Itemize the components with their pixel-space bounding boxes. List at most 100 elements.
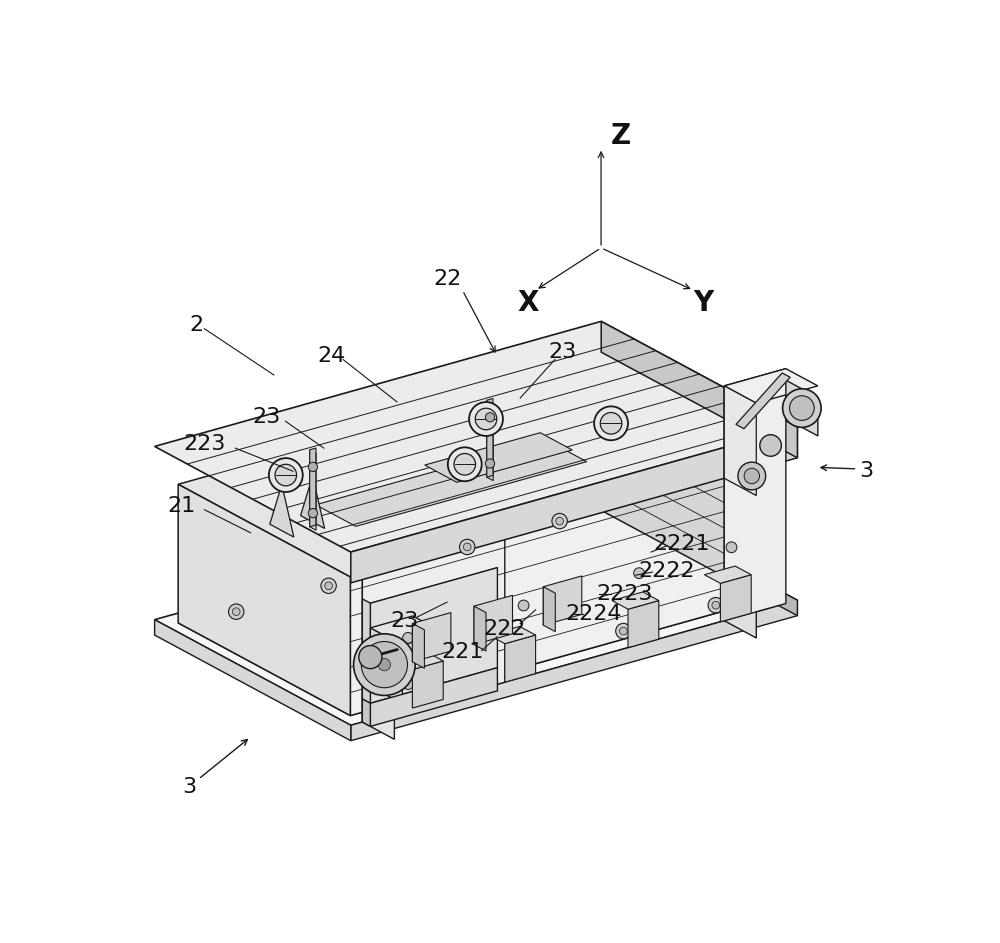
Polygon shape (601, 322, 797, 457)
Text: 2222: 2222 (638, 561, 695, 581)
Circle shape (518, 646, 529, 657)
Polygon shape (612, 592, 659, 609)
Polygon shape (425, 433, 572, 482)
Text: 221: 221 (441, 642, 484, 662)
Circle shape (634, 614, 644, 625)
Text: 2223: 2223 (596, 585, 652, 604)
Circle shape (448, 447, 482, 481)
Circle shape (389, 692, 396, 700)
Polygon shape (370, 668, 497, 726)
Polygon shape (178, 506, 766, 716)
Polygon shape (362, 699, 370, 726)
Polygon shape (370, 568, 497, 703)
Text: 3: 3 (182, 777, 196, 797)
Circle shape (403, 679, 413, 689)
Polygon shape (370, 616, 445, 645)
Circle shape (726, 542, 737, 553)
Polygon shape (301, 476, 325, 528)
Circle shape (378, 658, 391, 670)
Polygon shape (487, 400, 493, 481)
Circle shape (485, 459, 495, 468)
Circle shape (460, 539, 475, 554)
Circle shape (308, 508, 318, 518)
Circle shape (620, 627, 627, 635)
Text: Z: Z (610, 123, 630, 150)
Circle shape (726, 588, 737, 599)
Polygon shape (310, 450, 316, 530)
Circle shape (385, 688, 400, 703)
Polygon shape (724, 386, 756, 638)
Circle shape (738, 462, 766, 489)
Circle shape (790, 396, 814, 421)
Circle shape (477, 662, 492, 678)
Polygon shape (628, 601, 659, 648)
Polygon shape (412, 623, 424, 669)
Circle shape (634, 568, 644, 579)
Circle shape (552, 513, 567, 529)
Polygon shape (601, 495, 797, 616)
Text: 23: 23 (548, 342, 577, 362)
Polygon shape (362, 599, 370, 703)
Text: 23: 23 (391, 611, 419, 632)
Polygon shape (310, 448, 316, 527)
Polygon shape (786, 380, 818, 436)
Circle shape (321, 578, 336, 593)
Circle shape (361, 641, 407, 687)
Circle shape (481, 666, 489, 673)
Text: 23: 23 (252, 407, 280, 427)
Circle shape (600, 412, 622, 434)
Polygon shape (155, 322, 797, 552)
Circle shape (616, 623, 631, 638)
Text: X: X (517, 290, 539, 318)
Circle shape (229, 604, 244, 620)
Polygon shape (351, 427, 797, 583)
Circle shape (454, 454, 476, 475)
Circle shape (275, 464, 297, 486)
Polygon shape (489, 626, 536, 644)
Polygon shape (270, 485, 294, 538)
Circle shape (518, 600, 529, 611)
Text: 2221: 2221 (654, 535, 710, 554)
Circle shape (308, 462, 318, 472)
Circle shape (325, 582, 332, 589)
Polygon shape (362, 549, 394, 739)
Polygon shape (543, 587, 555, 632)
Text: Y: Y (693, 290, 714, 318)
Polygon shape (720, 574, 751, 621)
Polygon shape (178, 485, 350, 716)
Polygon shape (724, 369, 786, 620)
Circle shape (469, 402, 503, 436)
Circle shape (744, 469, 760, 484)
Polygon shape (412, 613, 451, 662)
Text: 24: 24 (317, 346, 346, 366)
Polygon shape (474, 595, 512, 645)
Circle shape (485, 413, 495, 422)
Polygon shape (736, 373, 790, 429)
Circle shape (475, 408, 497, 430)
Text: 223: 223 (183, 435, 226, 455)
Polygon shape (412, 661, 443, 708)
Circle shape (556, 518, 563, 525)
Polygon shape (543, 576, 582, 625)
Circle shape (403, 633, 413, 643)
Circle shape (354, 634, 415, 695)
Text: 2224: 2224 (565, 604, 622, 623)
Polygon shape (155, 495, 797, 725)
Circle shape (463, 543, 471, 551)
Circle shape (232, 608, 240, 616)
Text: 3: 3 (860, 461, 874, 481)
Polygon shape (178, 368, 766, 577)
Text: 2: 2 (190, 315, 204, 335)
Polygon shape (704, 566, 751, 584)
Polygon shape (370, 628, 402, 703)
Polygon shape (316, 440, 587, 526)
Polygon shape (155, 620, 351, 740)
Polygon shape (351, 601, 797, 740)
Polygon shape (362, 509, 505, 722)
Polygon shape (350, 460, 766, 716)
Circle shape (760, 435, 781, 456)
Polygon shape (594, 368, 766, 599)
Polygon shape (505, 635, 536, 682)
Polygon shape (724, 386, 756, 495)
Text: 21: 21 (167, 496, 196, 516)
